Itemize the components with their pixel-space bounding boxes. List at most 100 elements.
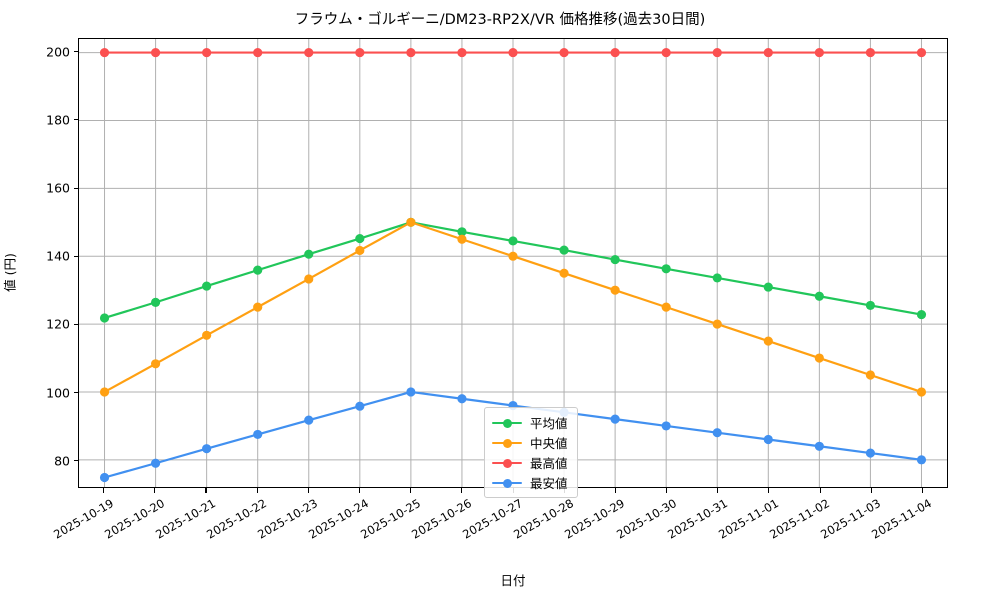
- data-point-marker: [99, 313, 110, 323]
- legend-dot-icon: [503, 478, 512, 488]
- data-series-layer: [99, 47, 927, 483]
- data-point-marker: [610, 47, 620, 58]
- data-point-marker: [355, 401, 365, 411]
- data-point-marker: [457, 234, 467, 244]
- data-point-marker: [508, 251, 518, 261]
- legend-swatch-icon: [492, 457, 522, 469]
- data-point-marker: [814, 353, 824, 363]
- data-point-marker: [865, 47, 876, 58]
- data-point-marker: [457, 47, 467, 58]
- data-point-marker: [406, 387, 416, 397]
- data-point-marker: [202, 444, 212, 454]
- chart-legend[interactable]: 平均値中央値最高値最安値: [484, 407, 578, 498]
- x-axis-tick-mark: [205, 488, 207, 493]
- data-point-marker: [457, 394, 467, 404]
- data-point-marker: [253, 265, 263, 275]
- y-axis-tick-labels: 80 100 120 140 160 180 200: [0, 38, 70, 488]
- y-axis-tick-label: 100: [46, 385, 70, 401]
- data-point-marker: [150, 359, 161, 369]
- data-point-marker: [712, 273, 722, 283]
- series-line-1: [103, 221, 923, 394]
- data-point-marker: [508, 236, 518, 246]
- data-point-marker: [406, 217, 416, 227]
- data-point-marker: [457, 227, 467, 237]
- x-axis-tick-mark: [358, 488, 361, 493]
- legend-entry-1[interactable]: 中央値: [492, 433, 568, 452]
- x-axis-tick-mark: [870, 488, 872, 493]
- data-point-marker: [202, 47, 212, 58]
- data-point-marker: [610, 414, 620, 424]
- data-point-marker: [559, 245, 569, 255]
- y-axis-tick-mark: [73, 51, 78, 53]
- data-point-marker: [355, 47, 365, 58]
- legend-dot-icon: [503, 418, 512, 428]
- chart-title: フラウム・ゴルギーニ/DM23-RP2X/VR 価格推移(過去30日間): [294, 12, 706, 28]
- legend-label: 最高値: [530, 456, 568, 471]
- data-point-marker: [763, 282, 773, 292]
- data-point-marker: [150, 297, 161, 307]
- x-axis-tick-mark: [768, 488, 770, 493]
- data-point-marker: [712, 428, 722, 438]
- data-point-marker: [559, 268, 569, 278]
- y-axis-tick-label: 160: [46, 180, 70, 196]
- x-axis-tick-mark: [410, 488, 412, 493]
- data-point-marker: [916, 47, 927, 58]
- data-point-marker: [763, 47, 773, 58]
- data-point-marker: [916, 310, 927, 320]
- x-axis-tick-mark: [461, 488, 463, 493]
- y-axis-tick-label: 180: [46, 112, 70, 128]
- data-point-marker: [253, 302, 263, 312]
- data-point-marker: [99, 47, 110, 58]
- legend-dot-icon: [503, 458, 512, 468]
- data-point-marker: [406, 47, 416, 58]
- x-axis-tick-mark: [921, 488, 923, 493]
- data-point-marker: [916, 387, 927, 397]
- legend-label: 中央値: [530, 436, 568, 451]
- data-point-marker: [712, 47, 722, 58]
- y-axis-tick-mark: [73, 460, 78, 462]
- data-point-marker: [304, 415, 314, 425]
- data-point-marker: [814, 291, 824, 301]
- x-axis-tick-mark: [256, 488, 258, 493]
- data-point-marker: [712, 319, 722, 329]
- y-axis-tick-mark: [73, 119, 78, 121]
- data-point-marker: [508, 47, 518, 58]
- data-point-marker: [202, 281, 212, 291]
- data-point-marker: [559, 47, 569, 58]
- data-point-marker: [865, 300, 876, 311]
- data-point-marker: [661, 302, 671, 312]
- x-axis-tick-mark: [819, 488, 821, 493]
- legend-swatch-icon: [492, 477, 522, 489]
- legend-swatch-icon: [492, 437, 522, 449]
- y-axis-tick-label: 200: [46, 44, 70, 60]
- y-axis-tick-mark: [73, 392, 78, 394]
- y-axis-tick-label: 140: [46, 248, 70, 264]
- data-point-marker: [865, 370, 876, 380]
- legend-entry-2[interactable]: 最高値: [492, 453, 568, 472]
- data-point-marker: [814, 441, 824, 451]
- legend-entry-3[interactable]: 最安値: [492, 473, 568, 492]
- x-axis-tick-labels: 2025-10-19 2025-10-20 2025-10-21 2025-10-22…: [51, 496, 948, 566]
- y-axis-tick-mark: [73, 255, 78, 257]
- x-axis-tick-mark: [307, 488, 309, 493]
- data-point-marker: [150, 47, 161, 58]
- data-point-marker: [150, 458, 161, 468]
- legend-label: 最安値: [530, 476, 568, 491]
- x-axis-tick-mark: [103, 488, 105, 493]
- data-point-marker: [661, 47, 671, 58]
- legend-entry-0[interactable]: 平均値: [492, 413, 568, 432]
- data-point-marker: [814, 47, 824, 58]
- data-point-marker: [916, 455, 927, 465]
- legend-swatch-icon: [492, 417, 522, 429]
- data-point-marker: [304, 47, 314, 58]
- data-point-marker: [865, 448, 876, 458]
- legend-dot-icon: [503, 438, 512, 448]
- y-axis-tick-marks: [70, 38, 78, 488]
- y-axis-tick-label: 120: [46, 316, 70, 332]
- y-axis-tick-mark: [73, 187, 78, 189]
- data-point-marker: [304, 249, 314, 259]
- data-point-marker: [610, 255, 620, 265]
- x-axis-tick-mark: [666, 488, 668, 493]
- data-point-marker: [253, 429, 263, 439]
